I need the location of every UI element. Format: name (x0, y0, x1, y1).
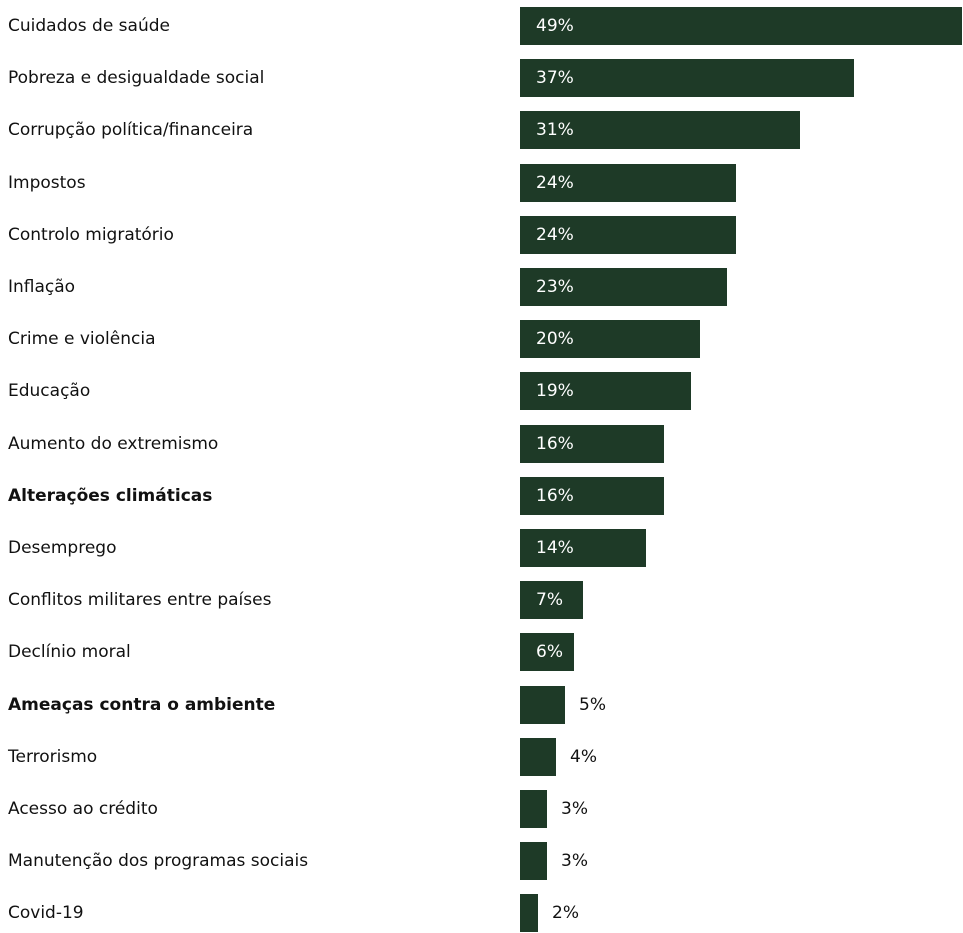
bar (520, 737, 556, 776)
value-label: 16% (536, 433, 574, 454)
value-label: 24% (536, 224, 574, 245)
category-label: Acesso ao crédito (8, 799, 158, 819)
value-label: 49% (536, 16, 574, 36)
category-label: Corrupção política/financeira (8, 120, 254, 141)
chart-row: Pobreza e desigualdade social 37% (0, 58, 963, 98)
value-label: 5% (579, 694, 606, 715)
chart-row: Terrorismo 4% (0, 737, 963, 777)
value-label: 23% (536, 277, 574, 297)
category-label: Alterações climáticas (8, 485, 213, 506)
bar (520, 372, 691, 411)
chart-row: Desemprego 14% (0, 528, 963, 568)
category-label: Impostos (8, 172, 86, 193)
chart-row: Declínio moral 6% (0, 632, 963, 672)
bar (520, 894, 538, 933)
category-label: Crime e violência (8, 329, 156, 350)
value-label: 6% (536, 642, 563, 663)
chart-row: Covid-19 2% (0, 893, 963, 933)
value-label: 3% (561, 799, 588, 819)
value-label: 2% (552, 903, 579, 924)
chart-row: Inflação 23% (0, 267, 963, 307)
bar (520, 215, 736, 254)
chart-row: Corrupção política/financeira 31% (0, 110, 963, 150)
category-label: Educação (8, 381, 91, 402)
value-label: 7% (536, 590, 563, 611)
bar (520, 320, 700, 359)
value-label: 24% (536, 172, 574, 193)
value-label: 31% (536, 120, 574, 141)
bar (520, 111, 800, 150)
bar (520, 842, 547, 881)
category-label: Pobreza e desigualdade social (8, 68, 265, 89)
bar (520, 424, 664, 463)
category-label: Manutenção dos programas sociais (8, 851, 309, 872)
bar (520, 685, 565, 724)
chart-row: Educação 19% (0, 371, 963, 411)
chart-row: Conflitos militares entre países 7% (0, 580, 963, 620)
chart-row: Ameaças contra o ambiente 5% (0, 685, 963, 725)
chart-row: Controlo migratório 24% (0, 215, 963, 255)
chart-row: Aumento do extremismo 16% (0, 424, 963, 464)
category-label: Terrorismo (8, 746, 98, 767)
chart-row: Acesso ao crédito 3% (0, 789, 963, 829)
category-label: Conflitos militares entre países (8, 590, 272, 611)
chart-row: Alterações climáticas 16% (0, 476, 963, 516)
category-label: Covid-19 (8, 903, 84, 924)
category-label: Aumento do extremismo (8, 433, 219, 454)
category-label: Controlo migratório (8, 224, 174, 245)
chart-row: Impostos 24% (0, 163, 963, 203)
bar (520, 476, 664, 515)
chart-row: Cuidados de saúde 49% (0, 6, 963, 46)
value-label: 4% (570, 746, 597, 767)
category-label: Inflação (8, 277, 76, 297)
bar (520, 268, 727, 306)
bar (520, 59, 854, 98)
bar (520, 581, 583, 620)
chart-row: Manutenção dos programas sociais 3% (0, 841, 963, 881)
value-label: 20% (536, 329, 574, 350)
value-label: 14% (536, 538, 574, 558)
bar (520, 790, 547, 828)
value-label: 3% (561, 851, 588, 872)
category-label: Declínio moral (8, 642, 131, 663)
value-label: 16% (536, 485, 574, 506)
value-label: 19% (536, 381, 574, 402)
bar (520, 633, 574, 672)
bar (520, 529, 646, 567)
chart-row: Crime e violência 20% (0, 319, 963, 359)
category-label: Cuidados de saúde (8, 16, 170, 36)
value-label: 37% (536, 68, 574, 89)
bar (520, 7, 962, 45)
bar (520, 163, 736, 202)
category-label: Ameaças contra o ambiente (8, 694, 276, 715)
category-label: Desemprego (8, 538, 117, 558)
